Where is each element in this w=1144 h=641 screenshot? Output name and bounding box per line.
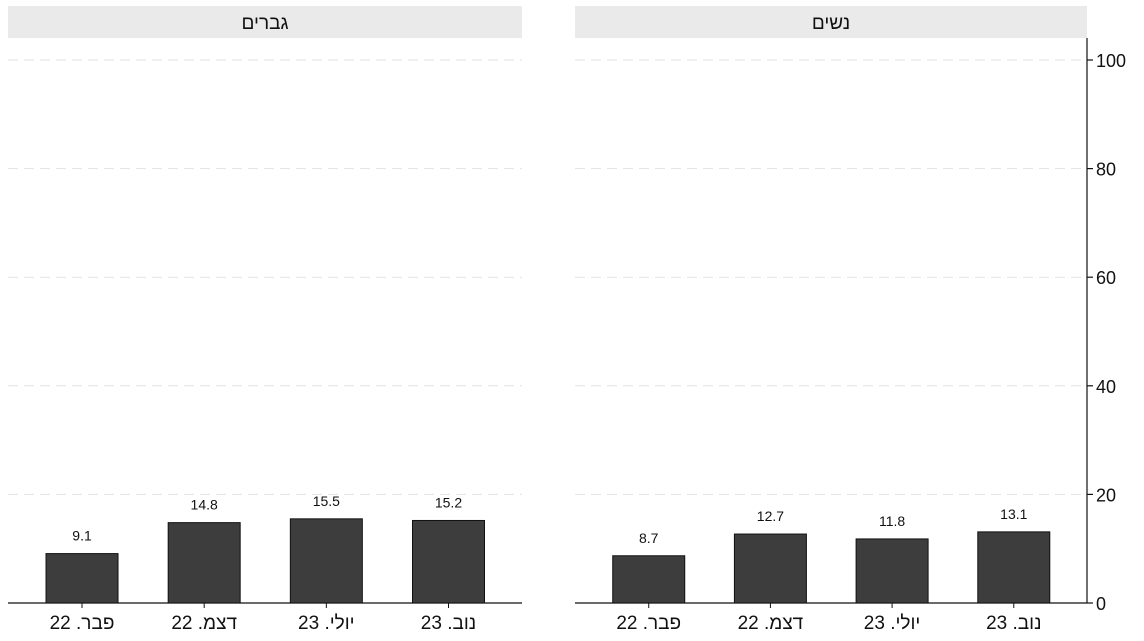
bar-2-2	[733, 533, 807, 604]
bar-2-3	[855, 538, 929, 604]
x-tick-label-2-3: יולי. 23	[864, 613, 921, 634]
bar-2-4	[977, 531, 1051, 604]
y-tick-label-60: 60	[1096, 268, 1116, 288]
y-tick-label-40: 40	[1096, 377, 1116, 397]
y-tick-label-100: 100	[1096, 51, 1126, 71]
bar-value-label-2-3: 11.8	[879, 513, 905, 529]
x-tick-label-1-2: דצמ. 22	[171, 613, 237, 634]
bar-value-label-2-4: 13.1	[1000, 506, 1027, 522]
bar-1-4	[411, 519, 485, 604]
x-tick-label-1-3: יולי. 23	[298, 613, 355, 634]
y-tick-label-0: 0	[1096, 594, 1106, 614]
bar-1-2	[167, 522, 241, 604]
y-tick-label-20: 20	[1096, 485, 1116, 505]
bar-2-1	[612, 555, 686, 604]
panel-header-1	[8, 6, 522, 38]
panel-title-2: נשים	[812, 13, 850, 34]
bar-value-label-1-3: 15.5	[313, 493, 340, 509]
bar-1-1	[45, 553, 119, 604]
x-tick-label-2-1: פבר. 22	[616, 613, 681, 634]
bar-1-3	[289, 518, 363, 604]
x-tick-label-2-2: דצמ. 22	[738, 613, 804, 634]
y-tick-label-80: 80	[1096, 160, 1116, 180]
bar-value-label-2-2: 12.7	[757, 508, 784, 524]
x-tick-label-1-4: נוב. 23	[421, 613, 476, 634]
bar-value-label-1-1: 9.1	[72, 528, 92, 544]
bar-value-label-1-4: 15.2	[435, 494, 462, 510]
bar-value-label-2-1: 8.7	[639, 530, 659, 546]
x-tick-label-2-4: נוב. 23	[986, 613, 1041, 634]
panel-header-2	[575, 6, 1087, 38]
panel-title-1: גברים	[242, 13, 289, 34]
bar-value-label-1-2: 14.8	[191, 497, 218, 513]
x-tick-label-1-1: פבר. 22	[50, 613, 115, 634]
